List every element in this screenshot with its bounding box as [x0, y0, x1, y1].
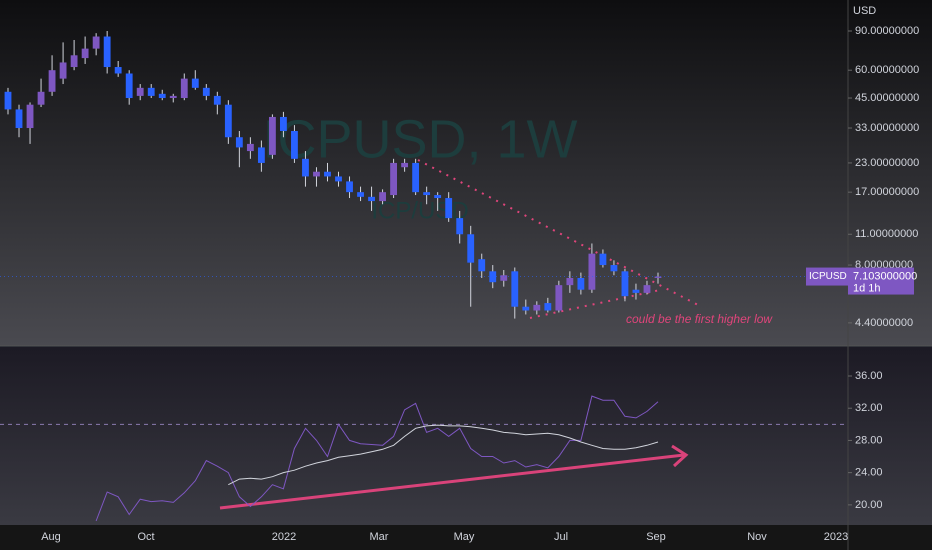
candle-body — [4, 91, 12, 110]
candle-body — [654, 276, 662, 278]
candle-body — [235, 137, 243, 148]
y-tick-label: 45.00000000 — [855, 92, 919, 104]
candle-body — [588, 253, 596, 290]
candle-body — [522, 306, 530, 311]
y-tick-label: 17.00000000 — [855, 186, 919, 198]
price-tag-name — [806, 267, 848, 286]
candle-body — [92, 36, 100, 49]
candle-body — [467, 234, 475, 263]
price-tag-name-text: ICPUSD — [809, 271, 847, 282]
candle-body — [191, 78, 199, 88]
candle-body — [544, 303, 552, 311]
x-tick-label: Jul — [554, 531, 568, 543]
annotation: could be the first higher low — [626, 312, 773, 326]
y-tick-label: 36.00 — [855, 370, 883, 382]
candle-body — [610, 265, 618, 272]
y-tick-label: 60.00000000 — [855, 64, 919, 76]
candle-body — [280, 116, 287, 131]
candle-body — [103, 36, 111, 68]
candle-body — [500, 275, 508, 281]
y-tick-label: 90.00000000 — [855, 25, 919, 37]
countdown: 1d 1h — [853, 282, 881, 294]
y-tick-label: 23.00000000 — [855, 157, 919, 169]
candle-body — [478, 259, 486, 272]
y-tick-label: 20.00 — [855, 499, 883, 511]
candle-body — [445, 198, 453, 219]
time-axis — [0, 525, 932, 550]
candle-body — [401, 162, 409, 168]
candle-body — [180, 78, 188, 99]
candle-body — [412, 162, 420, 193]
rsi-pane — [0, 347, 932, 525]
candle-body — [434, 195, 442, 199]
candle-body — [643, 285, 651, 293]
candle-body — [335, 176, 342, 182]
candle-body — [632, 289, 640, 293]
candle-body — [202, 87, 210, 96]
candle-body — [213, 95, 221, 105]
candle-body — [37, 91, 45, 105]
x-tick-label: 2023 — [824, 531, 848, 543]
candle-body — [15, 109, 23, 129]
candle-body — [224, 104, 232, 138]
x-tick-label: 2022 — [272, 531, 296, 543]
candle-body — [324, 171, 331, 177]
candle-body — [346, 181, 353, 193]
y-tick-label: 4.40000000 — [855, 317, 913, 329]
candle-body — [59, 62, 67, 79]
candle-body — [81, 48, 89, 59]
x-tick-label: Aug — [41, 531, 61, 543]
x-tick-label: Sep — [646, 531, 666, 543]
candle-body — [511, 271, 519, 307]
candle-body — [246, 143, 254, 152]
candle-body — [136, 87, 144, 96]
candle-body — [456, 218, 464, 235]
candle-body — [577, 277, 585, 290]
y-tick-label: 32.00 — [855, 402, 883, 414]
price-tag — [848, 267, 914, 295]
candle-body — [291, 130, 298, 159]
candle-body — [268, 116, 276, 155]
x-tick-label: Mar — [370, 531, 389, 543]
candle-body — [26, 104, 34, 129]
candle-body — [566, 277, 574, 286]
candle-body — [125, 73, 133, 99]
x-tick-label: Oct — [137, 531, 154, 543]
x-tick-label: May — [454, 531, 475, 543]
candle-body — [48, 70, 56, 92]
rsi-line — [228, 424, 659, 486]
candle-body — [169, 95, 177, 99]
candle-body — [379, 192, 386, 202]
candle-body — [599, 253, 607, 266]
candle-body — [70, 55, 78, 68]
last-price-label: 7.103000000 — [853, 270, 917, 282]
y-tick-label: 24.00 — [855, 467, 883, 479]
watermark: ICPUSD, 1W — [262, 109, 577, 169]
arrow — [219, 453, 685, 510]
candle-body — [357, 192, 364, 197]
candle-body — [533, 304, 541, 311]
candle-body — [158, 93, 166, 99]
y-tick-label: 28.00 — [855, 434, 883, 446]
candle-body — [313, 171, 320, 177]
x-tick-label: Nov — [747, 531, 767, 543]
candle-body — [390, 162, 398, 196]
y-tick-label: 33.00000000 — [855, 122, 919, 134]
candle-body — [147, 87, 155, 96]
candle-body — [555, 285, 563, 311]
arrow-head — [671, 444, 689, 468]
watermark-sub: ICP/USD — [371, 197, 468, 224]
y-axis-label: USD — [853, 5, 876, 17]
trendline — [417, 159, 701, 307]
candle-body — [257, 147, 265, 163]
candle-body — [302, 158, 309, 177]
y-tick-label: 11.00000000 — [855, 228, 918, 240]
price-pane — [0, 0, 932, 346]
candle-body — [621, 271, 629, 297]
candle-body — [423, 192, 431, 196]
candle-body — [114, 67, 122, 74]
candle-body — [368, 196, 375, 202]
rsi-line — [95, 395, 659, 522]
